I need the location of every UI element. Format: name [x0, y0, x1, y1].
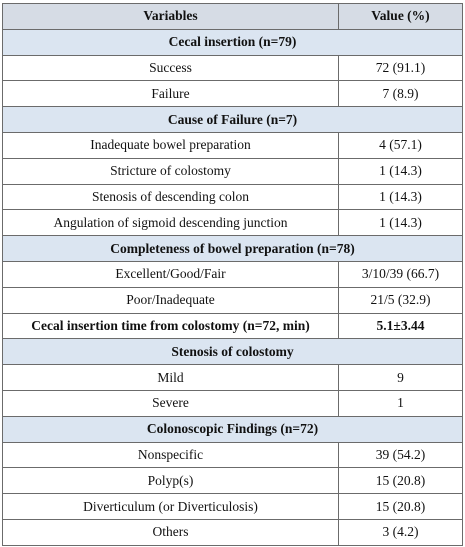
value-cell: 5.1±3.44: [338, 312, 463, 340]
data-row: Poor/Inadequate 21/5 (32.9): [2, 286, 463, 314]
header-row: Variables Value (%): [2, 3, 463, 30]
section-title: Completeness of bowel preparation (n=78): [2, 235, 463, 262]
variable-cell: Polyp(s): [2, 467, 339, 495]
section-title: Stenosis of colostomy: [2, 338, 463, 366]
data-row: Inadequate bowel preparation 4 (57.1): [2, 131, 463, 159]
table-body: Cecal insertion (n=79) Success 72 (91.1) Fa…: [2, 28, 463, 546]
value-cell: 1: [338, 389, 463, 417]
value-cell: 15 (20.8): [338, 467, 463, 495]
data-row: Others 3 (4.2): [2, 518, 463, 546]
value-cell: 21/5 (32.9): [338, 286, 463, 314]
data-row: Diverticulum (or Diverticulosis) 15 (20.8…: [2, 493, 463, 520]
value-cell: 15 (20.8): [338, 493, 463, 520]
value-cell: 4 (57.1): [338, 131, 463, 159]
variable-cell: Stenosis of descending colon: [2, 183, 339, 211]
page: Variables Value (%) Cecal insertion (n=7…: [0, 3, 465, 547]
variable-cell: Diverticulum (or Diverticulosis): [2, 493, 339, 520]
header-cell: Variables: [2, 3, 339, 30]
data-table: Variables Value (%) Cecal insertion (n=7…: [2, 3, 463, 546]
value-cell: 9: [338, 364, 463, 391]
variable-cell: Mild: [2, 364, 339, 391]
variable-cell: Stricture of colostomy: [2, 157, 339, 185]
data-row: Nonspecific 39 (54.2): [2, 441, 463, 469]
variable-cell: Inadequate bowel preparation: [2, 131, 339, 159]
variable-cell: Excellent/Good/Fair: [2, 260, 339, 288]
data-row: Polyp(s) 15 (20.8): [2, 467, 463, 495]
data-row: Severe 1: [2, 389, 463, 417]
variable-cell: Cecal insertion time from colostomy (n=7…: [2, 312, 339, 340]
value-cell: 1 (14.3): [338, 157, 463, 185]
section-row: Completeness of bowel preparation (n=78): [2, 235, 463, 262]
data-row: Success 72 (91.1): [2, 54, 463, 82]
value-cell: 1 (14.3): [338, 183, 463, 211]
section-title: Cecal insertion (n=79): [2, 28, 463, 56]
variable-cell: Poor/Inadequate: [2, 286, 339, 314]
value-cell: 3/10/39 (66.7): [338, 260, 463, 288]
value-cell: 3 (4.2): [338, 518, 463, 546]
value-cell: 72 (91.1): [338, 54, 463, 82]
section-title: Colonoscopic Findings (n=72): [2, 415, 463, 443]
variable-cell: Nonspecific: [2, 441, 339, 469]
data-row: Mild 9: [2, 364, 463, 391]
data-row: Cecal insertion time from colostomy (n=7…: [2, 312, 463, 340]
variable-cell: Severe: [2, 389, 339, 417]
value-cell: 7 (8.9): [338, 80, 463, 108]
data-row: Failure 7 (8.9): [2, 80, 463, 108]
variable-cell: Success: [2, 54, 339, 82]
data-row: Stenosis of descending colon 1 (14.3): [2, 183, 463, 211]
section-row: Cause of Failure (n=7): [2, 106, 463, 133]
value-cell: 39 (54.2): [338, 441, 463, 469]
value-cell: 1 (14.3): [338, 209, 463, 237]
section-row: Stenosis of colostomy: [2, 338, 463, 366]
variable-cell: Others: [2, 518, 339, 546]
section-title: Cause of Failure (n=7): [2, 106, 463, 133]
section-row: Cecal insertion (n=79): [2, 28, 463, 56]
section-row: Colonoscopic Findings (n=72): [2, 415, 463, 443]
variable-cell: Angulation of sigmoid descending junctio…: [2, 209, 339, 237]
header-cell: Value (%): [338, 3, 463, 30]
data-row: Stricture of colostomy 1 (14.3): [2, 157, 463, 185]
variable-cell: Failure: [2, 80, 339, 108]
data-row: Angulation of sigmoid descending junctio…: [2, 209, 463, 237]
data-row: Excellent/Good/Fair 3/10/39 (66.7): [2, 260, 463, 288]
